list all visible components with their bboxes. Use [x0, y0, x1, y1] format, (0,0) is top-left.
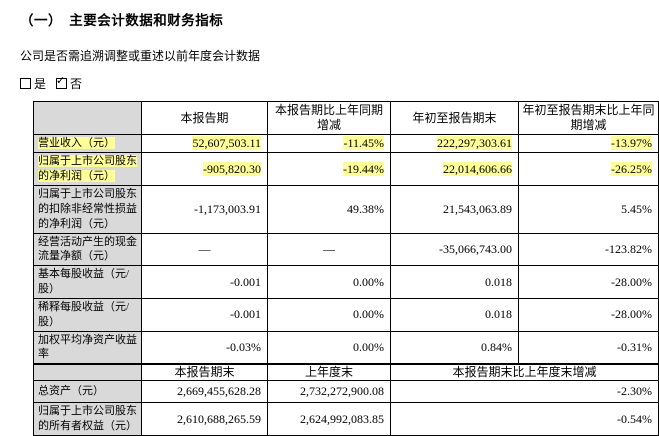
cell-value: 0.018 — [390, 297, 519, 332]
cell-value: -13.97% — [518, 134, 659, 153]
cell-value: -0.03% — [141, 330, 268, 365]
row-label: 经营活动产生的现金流量净额（元） — [33, 232, 142, 267]
row-label: 归属于上市公司股东的净利润（元） — [33, 152, 142, 186]
header-period-end: 本报告期末 — [141, 363, 268, 382]
cell-value: -28.00% — [518, 265, 659, 299]
cell-value: 0.84% — [390, 330, 519, 365]
cell-value: -11.45% — [267, 134, 391, 153]
checkbox-no-label: 否 — [70, 77, 83, 91]
header-period-end-change: 本报告期末比上年度末增减 — [390, 363, 659, 382]
header-corner-cell — [33, 101, 142, 135]
cell-value: 2,624,992,083.85 — [267, 402, 391, 436]
cell-value: -1,173,003.91 — [141, 185, 268, 234]
table-row-diluted-eps: 稀释每股收益（元/股） -0.001 0.00% 0.018 -28.00% — [33, 297, 659, 332]
row-label: 基本每股收益（元/股） — [33, 265, 142, 299]
cell-value: 222,297,303.61 — [390, 134, 519, 153]
row-label: 总资产（元） — [33, 380, 142, 404]
cell-value: -0.54% — [390, 402, 659, 436]
checkbox-yes-label: 是 — [34, 77, 47, 91]
cell-value: 0.00% — [267, 330, 391, 365]
row-label: 加权平均净资产收益率 — [33, 330, 142, 365]
header-ytd-yoy-change: 年初至报告期末比上年同期增减 — [518, 101, 659, 135]
cell-value: — — [141, 232, 268, 267]
cell-value: 5.45% — [518, 185, 659, 234]
header-current-period: 本报告期 — [141, 101, 268, 135]
table-header-row-period: 本报告期 本报告期比上年同期增减 年初至报告期末 年初至报告期末比上年同期增减 — [33, 101, 659, 135]
table-row-operating-cash-flow: 经营活动产生的现金流量净额（元） — — -35,066,743.00 -123… — [33, 232, 659, 267]
cell-value: -35,066,743.00 — [390, 232, 519, 267]
table-row-net-profit: 归属于上市公司股东的净利润（元） -905,820.30 -19.44% 22,… — [33, 152, 659, 186]
header-yoy-change: 本报告期比上年同期增减 — [267, 101, 391, 135]
table-header-row-period-end: 本报告期末 上年度末 本报告期末比上年度末增减 — [33, 363, 659, 382]
table-row-owners-equity: 归属于上市公司股东的所有者权益（元） 2,610,688,265.59 2,62… — [33, 402, 659, 436]
cell-value: 2,669,455,628.28 — [141, 380, 268, 404]
header-ytd: 年初至报告期末 — [390, 101, 519, 135]
row-label: 归属于上市公司股东的所有者权益（元） — [33, 402, 142, 436]
cell-value: -19.44% — [267, 152, 391, 186]
cell-value: — — [267, 232, 391, 267]
cell-value: 22,014,606.66 — [390, 152, 519, 186]
cell-value: -123.82% — [518, 232, 659, 267]
cell-value: 0.00% — [267, 265, 391, 299]
cell-value: 21,543,063.89 — [390, 185, 519, 234]
cell-value: -0.31% — [518, 330, 659, 365]
cell-value: -2.30% — [390, 380, 659, 404]
check-icon: ✓ — [56, 74, 66, 87]
table-row-revenue: 营业收入（元） 52,607,503.11 -11.45% 222,297,30… — [33, 134, 659, 153]
section-title: （一） 主要会计数据和财务指标 — [20, 13, 224, 28]
cell-value: -905,820.30 — [141, 152, 268, 186]
table-row-basic-eps: 基本每股收益（元/股） -0.001 0.00% 0.018 -28.00% — [33, 265, 659, 299]
cell-value: -0.001 — [141, 265, 268, 299]
financial-indicators-table: 本报告期 本报告期比上年同期增减 年初至报告期末 年初至报告期末比上年同期增减 … — [33, 101, 659, 436]
header-prev-year-end: 上年度末 — [267, 363, 391, 382]
row-label: 稀释每股收益（元/股） — [33, 297, 142, 332]
header-corner-cell — [33, 363, 142, 382]
cell-value: 49.38% — [267, 185, 391, 234]
checkbox-yes[interactable] — [20, 78, 31, 89]
cell-value: 52,607,503.11 — [141, 134, 268, 153]
row-label: 归属于上市公司股东的扣除非经常性损益的净利润（元） — [33, 185, 142, 234]
cell-value: -28.00% — [518, 297, 659, 332]
table-row-weighted-avg-roe: 加权平均净资产收益率 -0.03% 0.00% 0.84% -0.31% — [33, 330, 659, 365]
checkbox-row: 是 ✓ 否 — [0, 64, 659, 92]
cell-value: 0.018 — [390, 265, 519, 299]
report-page: （一） 主要会计数据和财务指标 公司是否需追溯调整或重述以前年度会计数据 是 ✓… — [0, 13, 659, 436]
cell-value: -26.25% — [518, 152, 659, 186]
table-row-total-assets: 总资产（元） 2,669,455,628.28 2,732,272,900.08… — [33, 380, 659, 404]
restatement-question: 公司是否需追溯调整或重述以前年度会计数据 — [20, 49, 261, 63]
cell-value: 2,610,688,265.59 — [141, 402, 268, 436]
cell-value: -0.001 — [141, 297, 268, 332]
row-label: 营业收入（元） — [33, 134, 142, 153]
cell-value: 2,732,272,900.08 — [267, 380, 391, 404]
checkbox-no[interactable]: ✓ — [56, 74, 68, 89]
table-row-net-profit-deducted: 归属于上市公司股东的扣除非经常性损益的净利润（元） -1,173,003.91 … — [33, 185, 659, 234]
cell-value: 0.00% — [267, 297, 391, 332]
